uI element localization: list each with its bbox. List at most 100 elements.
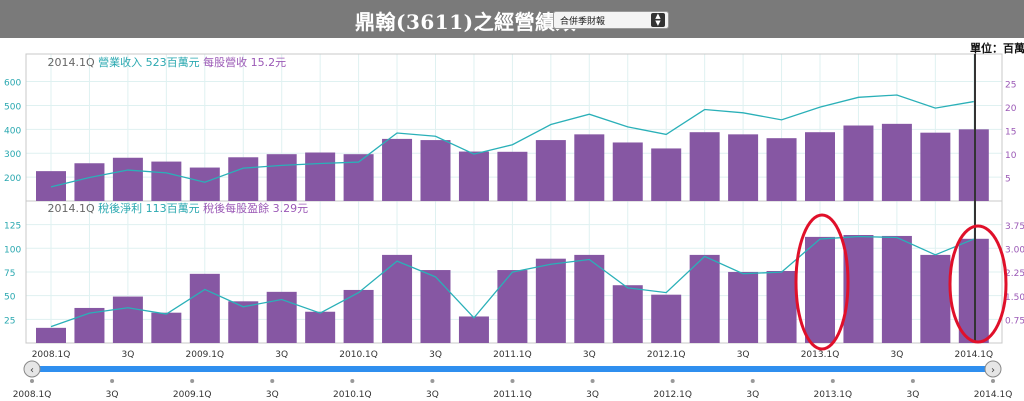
slider-tick-label: 3Q (106, 390, 119, 400)
revenue-per-share-line (50, 94, 974, 188)
earnings-bar (382, 254, 413, 343)
x-tick-label: 2012.1Q (647, 350, 686, 360)
earnings-left-tick: 100 (4, 245, 21, 255)
x-tick-label: 2014.1Q (955, 350, 994, 360)
revenue-bar (36, 171, 66, 201)
revenue-right-tick: 15 (1005, 128, 1016, 138)
earnings-bar (728, 271, 759, 343)
earnings-bar (74, 307, 105, 343)
revenue-bar (805, 132, 835, 201)
x-axis-labels: 2008.1Q 3Q 2009.1Q 3Q 2010.1Q 3Q 2011.1Q 3Q 2012… (32, 350, 993, 360)
revenue-left-tick: 500 (4, 102, 21, 112)
slider-tick-dot (430, 379, 435, 383)
header-bar: 鼎翰(3611)之經營績效 合併季財報 ▲ ▼ (0, 0, 1024, 38)
slider-tick-label: 3Q (266, 390, 279, 400)
slider-tick-label: 3Q (907, 390, 920, 400)
slider-right-handle[interactable]: › (984, 360, 1002, 378)
earnings-bar (881, 235, 912, 343)
earnings-info: 2014.1Q 稅後淨利 113百萬元 稅後每股盈餘 3.29元 (30, 201, 319, 215)
slider-tick-dot (510, 379, 515, 383)
earnings-bar (612, 285, 643, 343)
x-tick-label: 3Q (583, 350, 596, 360)
slider-tick-label: 2009.1Q (173, 390, 212, 400)
slider-tick-label: 3Q (586, 390, 599, 400)
earnings-bar (189, 273, 220, 343)
slider-tick-label: 2010.1Q (333, 390, 372, 400)
earnings-bar (497, 270, 528, 343)
earnings-bar (574, 254, 605, 343)
net-income-bars (36, 235, 989, 343)
slider-tick-dot (30, 379, 34, 383)
earnings-bar (151, 312, 182, 343)
revenue-right-tick: 25 (1005, 81, 1016, 91)
x-tick-label: 3Q (429, 350, 442, 360)
earnings-bar (228, 301, 259, 343)
revenue-bar (728, 134, 759, 201)
revenue-info-bar-value: 523百萬元 (146, 56, 200, 69)
slider-tick-label: 3Q (746, 390, 759, 400)
earnings-bar (651, 294, 682, 343)
revenue-info-period: 2014.1Q (47, 56, 94, 69)
revenue-bars (36, 123, 989, 201)
x-tick-label: 3Q (275, 350, 288, 360)
revenue-bar (843, 125, 874, 201)
chevron-left-icon: ‹ (30, 365, 34, 376)
revenue-bar (766, 138, 797, 201)
revenue-bar (612, 142, 643, 201)
earnings-right-tick: 2.25 (1005, 269, 1024, 279)
revenue-left-tick: 400 (4, 126, 21, 136)
revenue-left-ticks: 600 500 400 300 200 (4, 79, 21, 185)
x-tick-label: 3Q (890, 350, 903, 360)
earnings-bar (689, 254, 720, 343)
report-type-select[interactable]: 合併季財報 ▲ ▼ (553, 11, 669, 29)
earnings-left-tick: 50 (4, 293, 16, 303)
annotation-circle-2013-1q (794, 213, 850, 351)
earnings-right-ticks: 3.75 3.00 2.25 1.50 0.75 (1005, 222, 1024, 327)
slider-left-handle[interactable]: ‹ (23, 360, 41, 378)
revenue-bar (458, 151, 489, 201)
revenue-bar (266, 154, 297, 201)
chevron-right-icon: › (991, 365, 995, 376)
earnings-bar (305, 311, 336, 343)
revenue-right-tick: 10 (1005, 151, 1017, 161)
revenue-bar (112, 157, 143, 201)
earnings-bar (420, 270, 451, 343)
earnings-info-bar-value: 113百萬元 (146, 202, 200, 215)
earnings-info-period: 2014.1Q (47, 202, 94, 215)
earnings-left-ticks: 125 100 75 50 25 (4, 222, 21, 327)
earnings-left-tick: 25 (4, 316, 15, 326)
revenue-bar (228, 157, 259, 201)
annotation-circle-2014-1q (948, 224, 1008, 344)
revenue-bar (420, 140, 451, 201)
x-tick-label: 3Q (737, 350, 750, 360)
revenue-bar (958, 129, 989, 201)
x-tick-label: 2011.1Q (493, 350, 532, 360)
revenue-bar (305, 152, 336, 201)
earnings-bar (458, 316, 489, 343)
revenue-bar (881, 123, 912, 201)
slider-tick-label: 2012.1Q (653, 390, 692, 400)
revenue-left-tick: 300 (4, 150, 21, 160)
x-tick-label: 2008.1Q (32, 350, 71, 360)
eps-line (50, 235, 975, 328)
earnings-right-tick: 3.75 (1005, 222, 1024, 232)
revenue-bar (574, 134, 605, 201)
slider-tick-dot (590, 379, 595, 383)
earnings-series-line (50, 235, 975, 328)
revenue-left-tick: 200 (4, 174, 21, 184)
earnings-left-tick: 125 (4, 222, 21, 232)
earnings-bar (805, 236, 835, 343)
range-slider[interactable]: ‹ › (23, 360, 1002, 378)
earnings-bar (112, 296, 143, 343)
revenue-bar (535, 140, 566, 201)
slider-tick-dot (350, 379, 355, 383)
revenue-bar (497, 151, 528, 201)
revenue-left-tick: 600 (4, 79, 21, 89)
revenue-bar (151, 161, 182, 201)
revenue-bar (343, 154, 374, 201)
earnings-bar (36, 327, 66, 343)
x-tick-label: 2009.1Q (186, 350, 225, 360)
slider-tick-dot (991, 379, 995, 383)
performance-chart: 600 500 400 300 200 25 20 15 10 5 125 100 75 50 25 3… (4, 53, 1024, 400)
slider-tick-dot (190, 379, 195, 383)
